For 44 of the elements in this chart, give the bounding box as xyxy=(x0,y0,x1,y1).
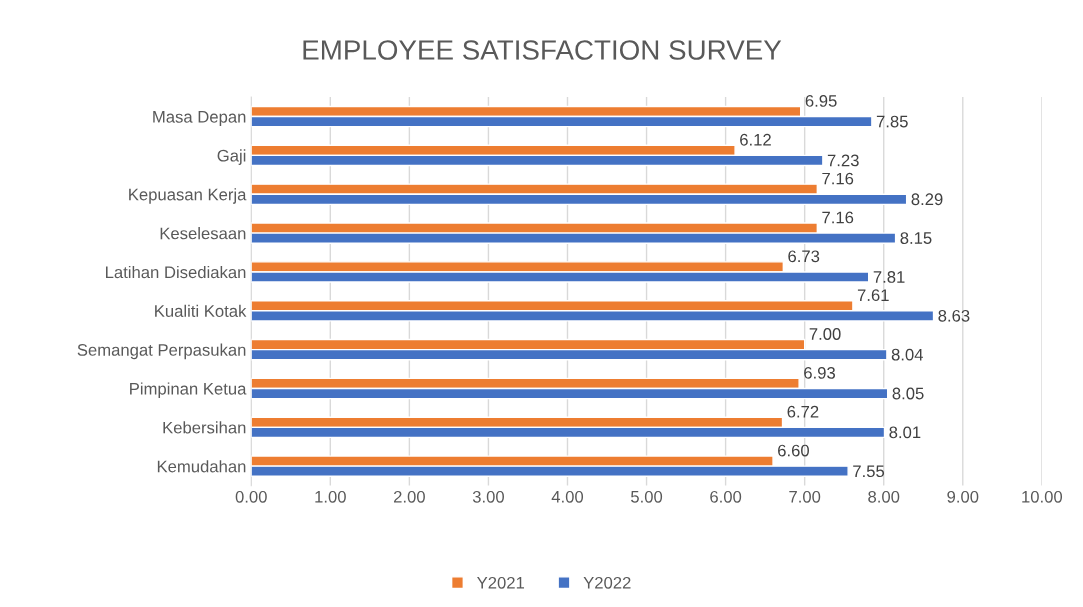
y-tick-label: Masa Depan xyxy=(153,111,246,127)
data-label: 6.12 xyxy=(740,133,771,146)
x-tick-label: 0.00 xyxy=(235,490,267,503)
x-tick-label: 10.00 xyxy=(1022,490,1063,503)
data-label: 8.15 xyxy=(900,232,932,244)
y-tick-label: Kemudahan xyxy=(157,460,246,473)
x-tick-label: 7.00 xyxy=(789,490,821,503)
chart-title: EMPLOYEE SATISFACTION SURVEY xyxy=(303,40,782,60)
x-tick-label: 6.00 xyxy=(710,490,742,503)
data-label: 6.72 xyxy=(787,405,819,418)
x-tick-label: 9.00 xyxy=(947,490,979,503)
data-label: 8.04 xyxy=(891,348,924,361)
legend-label: Y2022 xyxy=(583,576,631,589)
y-tick-label: Pimpinan Ketua xyxy=(130,382,247,398)
x-tick-label: 4.00 xyxy=(551,490,584,503)
data-label: 6.95 xyxy=(805,95,837,107)
data-label: 6.93 xyxy=(804,366,836,379)
y-tick-label: Semangat Perpasukan xyxy=(77,343,246,360)
x-tick-label: 3.00 xyxy=(472,490,504,503)
x-tick-label: 1.00 xyxy=(315,490,346,503)
y-tick-label: Gaji xyxy=(217,149,246,165)
data-label: 8.05 xyxy=(892,387,924,400)
data-label: 7.81 xyxy=(873,271,905,283)
y-tick-label: Kualiti Kotak xyxy=(155,304,247,317)
data-label: 8.63 xyxy=(938,309,970,322)
data-label: 7.85 xyxy=(876,115,908,128)
data-label: 7.16 xyxy=(822,172,854,185)
data-label: 8.01 xyxy=(889,426,921,439)
legend-label: Y2021 xyxy=(477,576,525,589)
data-label: 7.16 xyxy=(822,211,854,224)
data-label: 6.60 xyxy=(778,444,809,457)
data-label: 7.23 xyxy=(827,154,859,167)
data-label: 7.00 xyxy=(809,328,841,340)
data-label: 8.29 xyxy=(911,193,943,206)
y-tick-label: Kebersihan xyxy=(163,421,246,434)
x-tick-label: 8.00 xyxy=(868,490,900,503)
y-tick-label: Keselesaan xyxy=(160,227,246,240)
y-tick-label: Latihan Disediakan xyxy=(106,265,246,279)
x-tick-label: 2.00 xyxy=(394,490,425,503)
data-label: 6.73 xyxy=(788,250,820,263)
data-label: 7.61 xyxy=(857,289,889,302)
x-tick-label: 5.00 xyxy=(631,490,663,503)
data-label: 7.55 xyxy=(853,465,885,478)
y-tick-label: Kepuasan Kerja xyxy=(129,188,247,204)
